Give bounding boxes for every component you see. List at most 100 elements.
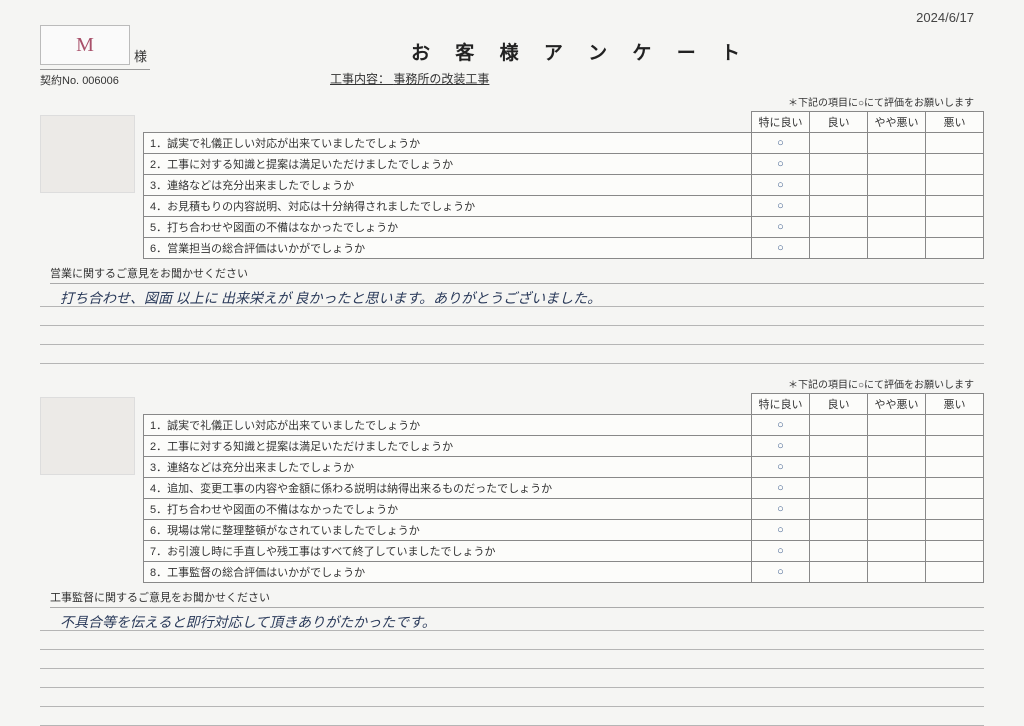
rating-cell xyxy=(926,133,984,154)
rating-col-4: 悪い xyxy=(926,112,984,133)
question-cell: 3．連絡などは充分出来ましたでしょうか xyxy=(144,175,752,196)
rating-cell xyxy=(926,436,984,457)
rating-cell: ○ xyxy=(752,175,810,196)
question-cell: 5．打ち合わせや図面の不備はなかったでしょうか xyxy=(144,499,752,520)
table-row: 2．工事に対する知識と提案は満足いただけましたでしょうか○ xyxy=(144,154,984,175)
customer-initial-box: M xyxy=(40,25,130,65)
rating-cell: ○ xyxy=(752,520,810,541)
rating-cell xyxy=(810,133,868,154)
rating-cell xyxy=(868,478,926,499)
rating-cell xyxy=(868,154,926,175)
rating-cell xyxy=(926,196,984,217)
rating-cell xyxy=(926,520,984,541)
contract-number: 契約No. 006006 xyxy=(40,69,150,88)
rating-instruction-2: ＊下記の項目に○にて評価をお願いします xyxy=(40,376,974,391)
header-row: M 様 お 客 様 ア ン ケ ー ト xyxy=(40,25,984,65)
rating-cell xyxy=(810,499,868,520)
rating-col-1b: 特に良い xyxy=(752,394,810,415)
question-cell: 2．工事に対する知識と提案は満足いただけましたでしょうか xyxy=(144,154,752,175)
rating-cell xyxy=(868,499,926,520)
rating-cell xyxy=(810,436,868,457)
rating-col-1: 特に良い xyxy=(752,112,810,133)
subheader-row: 契約No. 006006 工事内容： 事務所の改装工事 xyxy=(40,69,984,88)
rating-cell xyxy=(810,217,868,238)
honorific: 様 xyxy=(134,46,147,65)
work-label: 工事内容： xyxy=(330,72,390,86)
page-title: お 客 様 ア ン ケ ー ト xyxy=(177,38,984,65)
rating-cell: ○ xyxy=(752,238,810,259)
table-row: 3．連絡などは充分出来ましたでしょうか○ xyxy=(144,175,984,196)
rating-col-3b: やや悪い xyxy=(868,394,926,415)
rating-cell xyxy=(810,154,868,175)
rating-cell: ○ xyxy=(752,133,810,154)
rating-cell: ○ xyxy=(752,154,810,175)
question-cell: 7．お引渡し時に手直しや残工事はすべて終了していましたでしょうか xyxy=(144,541,752,562)
section2-grid: 特に良い 良い やや悪い 悪い 1．誠実で礼儀正しい対応が出来ていましたでしょう… xyxy=(40,393,984,583)
rating-cell: ○ xyxy=(752,457,810,478)
rating-col-4b: 悪い xyxy=(926,394,984,415)
rating-cell: ○ xyxy=(752,196,810,217)
contract-label: 契約No. xyxy=(40,75,79,87)
rating-cell xyxy=(926,478,984,499)
table-row: 5．打ち合わせや図面の不備はなかったでしょうか○ xyxy=(144,499,984,520)
question-cell: 6．営業担当の総合評価はいかがでしょうか xyxy=(144,238,752,259)
table-row: 8．工事監督の総合評価はいかがでしょうか○ xyxy=(144,562,984,583)
section1-comment-label: 営業に関するご意見をお聞かせください xyxy=(50,265,984,284)
table-row: 1．誠実で礼儀正しい対応が出来ていましたでしょうか○ xyxy=(144,133,984,154)
rating-cell xyxy=(868,217,926,238)
rating-cell xyxy=(868,133,926,154)
rating-cell xyxy=(868,238,926,259)
work-content: 事務所の改装工事 xyxy=(393,72,489,86)
rating-cell xyxy=(868,541,926,562)
question-cell: 1．誠実で礼儀正しい対応が出来ていましたでしょうか xyxy=(144,415,752,436)
rating-cell xyxy=(868,520,926,541)
rating-cell xyxy=(868,415,926,436)
rating-cell xyxy=(810,478,868,499)
section2-table: 特に良い 良い やや悪い 悪い 1．誠実で礼儀正しい対応が出来ていましたでしょう… xyxy=(143,393,984,583)
section2-writing-area: 不具合等を伝えると即行対応して頂きありがたかったです。 xyxy=(40,612,984,726)
rating-cell xyxy=(926,499,984,520)
section1-table: 特に良い 良い やや悪い 悪い 1．誠実で礼儀正しい対応が出来ていましたでしょう… xyxy=(143,111,984,259)
rating-cell xyxy=(810,415,868,436)
rating-instruction: ＊下記の項目に○にて評価をお願いします xyxy=(40,94,974,109)
rating-cell xyxy=(926,541,984,562)
rating-cell xyxy=(868,436,926,457)
rating-cell xyxy=(810,175,868,196)
table-row: 6．現場は常に整理整頓がなされていましたでしょうか○ xyxy=(144,520,984,541)
question-cell: 6．現場は常に整理整頓がなされていましたでしょうか xyxy=(144,520,752,541)
rating-cell xyxy=(868,457,926,478)
date-text: 2024/6/17 xyxy=(916,10,974,25)
rating-cell xyxy=(810,238,868,259)
rating-cell xyxy=(926,217,984,238)
table-row: 5．打ち合わせや図面の不備はなかったでしょうか○ xyxy=(144,217,984,238)
table-row: 7．お引渡し時に手直しや残工事はすべて終了していましたでしょうか○ xyxy=(144,541,984,562)
rating-cell xyxy=(926,562,984,583)
table-row: 4．お見積もりの内容説明、対応は十分納得されましたでしょうか○ xyxy=(144,196,984,217)
rating-col-2b: 良い xyxy=(810,394,868,415)
rating-cell xyxy=(810,196,868,217)
section2-comment: 不具合等を伝えると即行対応して頂きありがたかったです。 xyxy=(40,612,984,633)
rating-header-row-2: 特に良い 良い やや悪い 悪い xyxy=(144,394,984,415)
rating-col-2: 良い xyxy=(810,112,868,133)
rating-cell xyxy=(810,457,868,478)
section2-photo xyxy=(40,397,135,475)
section2-comment-label: 工事監督に関するご意見をお聞かせください xyxy=(50,589,984,608)
question-cell: 4．追加、変更工事の内容や金額に係わる説明は納得出来るものだったでしょうか xyxy=(144,478,752,499)
question-cell: 8．工事監督の総合評価はいかがでしょうか xyxy=(144,562,752,583)
rating-cell xyxy=(868,562,926,583)
rating-cell xyxy=(810,541,868,562)
rating-cell: ○ xyxy=(752,415,810,436)
rating-cell xyxy=(926,457,984,478)
rating-cell xyxy=(926,415,984,436)
section1-photo xyxy=(40,115,135,193)
rating-cell xyxy=(810,520,868,541)
question-cell: 5．打ち合わせや図面の不備はなかったでしょうか xyxy=(144,217,752,238)
rating-cell xyxy=(926,238,984,259)
contract-no: 006006 xyxy=(82,75,119,87)
rating-header-row: 特に良い 良い やや悪い 悪い xyxy=(144,112,984,133)
table-row: 4．追加、変更工事の内容や金額に係わる説明は納得出来るものだったでしょうか○ xyxy=(144,478,984,499)
question-cell: 4．お見積もりの内容説明、対応は十分納得されましたでしょうか xyxy=(144,196,752,217)
rating-cell: ○ xyxy=(752,541,810,562)
work-description: 工事内容： 事務所の改装工事 xyxy=(330,70,489,87)
table-row: 6．営業担当の総合評価はいかがでしょうか○ xyxy=(144,238,984,259)
